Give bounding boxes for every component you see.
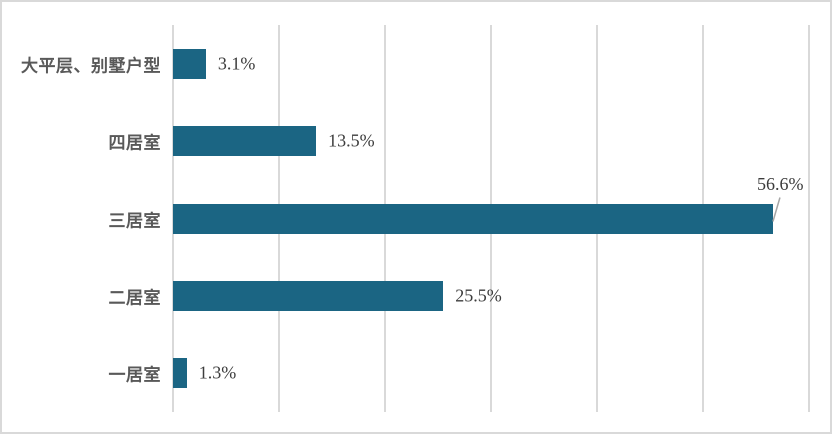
value-label: 13.5% <box>328 130 375 151</box>
value-label: 25.5% <box>455 285 502 306</box>
bar <box>173 203 773 234</box>
bar <box>173 48 206 79</box>
bar <box>173 358 187 389</box>
value-label: 56.6% <box>756 173 804 194</box>
bar <box>173 126 317 157</box>
value-label: 1.3% <box>198 362 237 383</box>
category-label: 二居室 <box>108 288 161 308</box>
gridline <box>808 25 810 412</box>
value-label: 3.1% <box>217 53 256 74</box>
bar <box>173 280 444 311</box>
category-label: 三居室 <box>108 211 161 230</box>
category-label: 四居室 <box>108 133 161 153</box>
plot-area <box>172 25 810 412</box>
category-label: 大平层、别墅户型 <box>21 56 161 76</box>
category-label: 一居室 <box>108 365 161 385</box>
